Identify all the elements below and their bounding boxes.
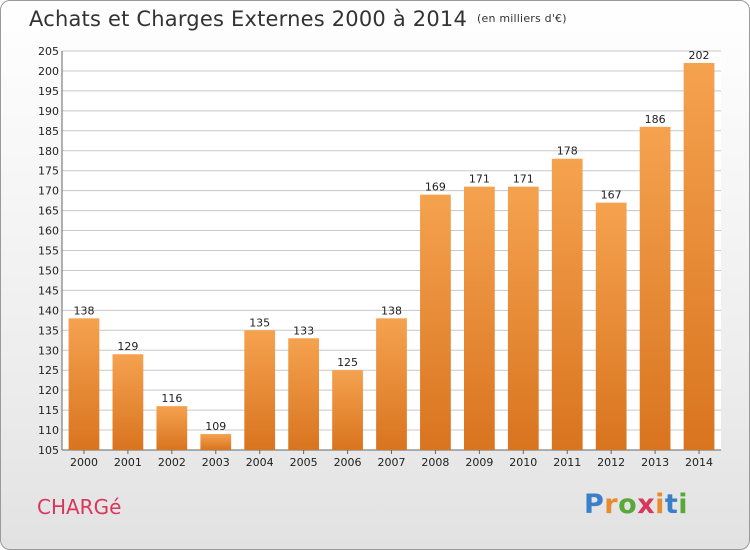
y-tick-label: 200 [38,65,59,78]
y-tick-label: 115 [38,404,59,417]
bar-2013 [639,126,671,450]
y-tick-label: 175 [38,165,59,178]
x-tick-label-2010: 2010 [509,456,537,469]
x-tick-label-2002: 2002 [158,456,186,469]
bar-2005 [288,338,320,450]
value-label-2000: 138 [73,304,94,317]
x-tick-label-2006: 2006 [334,456,362,469]
bar-2001 [112,354,144,450]
x-tick-label-2007: 2007 [378,456,406,469]
logo-letter: i [678,489,689,520]
y-tick-label: 180 [38,145,59,158]
y-tick-label: 145 [38,284,59,297]
y-tick-label: 195 [38,85,59,98]
bar-2003 [200,434,232,450]
value-label-2009: 171 [469,173,490,186]
logo-letter: t [664,489,679,520]
y-axis-ticks: 105 110 115 120 125 130 135 140 145 150 155 160 165 1… [38,45,59,457]
value-label-2005: 133 [293,324,314,337]
value-label-2002: 116 [161,392,182,405]
bar-2008 [420,194,451,450]
y-tick-label: 170 [38,185,59,198]
bar-2010 [507,186,539,450]
chart-unit: (en milliers d'€) [477,12,567,25]
value-label-2014: 202 [689,49,710,62]
chart-title-text: Achats et Charges Externes 2000 à 2014 [29,7,468,31]
logo-letter: P [584,489,605,520]
value-label-2007: 138 [381,304,402,317]
value-label-2004: 135 [249,316,270,329]
x-tick-label-2012: 2012 [597,456,625,469]
x-tick-label-2014: 2014 [685,456,713,469]
x-tick-label-2004: 2004 [246,456,274,469]
x-tick-label-2001: 2001 [114,456,142,469]
x-tick-label-2013: 2013 [641,456,669,469]
y-tick-label: 135 [38,324,59,337]
bar-2012 [595,202,627,450]
x-axis-ticks: 2000 2001 2002 2003 2004 2005 2006 2007 2008 2009… [70,450,713,469]
bar-2002 [156,406,188,450]
bar-2006 [332,370,363,450]
value-label-2008: 169 [425,181,446,194]
bar-2009 [463,186,495,450]
x-tick-label-2008: 2008 [421,456,449,469]
logo-letter: o [618,489,638,520]
value-labels: 138 129 116 109 135 133 125 138 169 171 171 178 167 1… [73,49,709,433]
bar-2011 [551,158,583,451]
x-tick-label-2005: 2005 [290,456,318,469]
x-tick-label-2003: 2003 [202,456,230,469]
value-label-2001: 129 [117,340,138,353]
y-tick-label: 140 [38,304,59,317]
logo-letter: i [655,489,665,520]
y-tick-label: 160 [38,225,59,238]
value-label-2006: 125 [337,356,358,369]
commune-name: CHARGé [37,495,122,519]
y-tick-label: 105 [38,444,59,457]
y-tick-label: 185 [38,125,59,138]
proxiti-logo: Proxiti [584,489,688,520]
y-tick-label: 125 [38,364,59,377]
x-tick-label-2000: 2000 [70,456,98,469]
value-label-2011: 178 [557,145,578,158]
bar-2007 [376,318,407,450]
value-label-2003: 109 [205,420,226,433]
x-tick-label-2011: 2011 [553,456,581,469]
y-tick-label: 120 [38,384,59,397]
y-tick-label: 155 [38,245,59,258]
y-tick-label: 205 [38,45,59,58]
chart-title: Achats et Charges Externes 2000 à 2014 (e… [29,7,567,31]
logo-letter: x [637,489,656,520]
value-label-2013: 186 [645,113,666,126]
value-label-2010: 171 [513,173,534,186]
y-tick-label: 165 [38,205,59,218]
logo-letter: r [604,489,619,520]
bars [68,62,715,451]
value-label-2012: 167 [601,189,622,202]
bar-2000 [68,318,100,450]
x-tick-label-2009: 2009 [465,456,493,469]
y-tick-label: 150 [38,264,59,277]
bar-2014 [683,62,715,450]
bar-2004 [244,330,276,450]
y-tick-label: 110 [38,424,59,437]
y-tick-label: 130 [38,344,59,357]
y-tick-label: 190 [38,105,59,118]
